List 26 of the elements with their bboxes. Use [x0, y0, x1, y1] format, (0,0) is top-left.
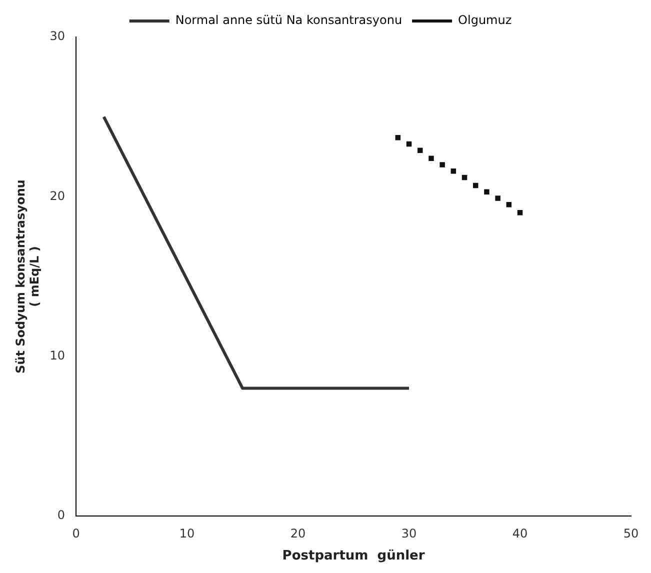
point: [495, 196, 500, 201]
point: [473, 182, 478, 188]
x-tick-label: 10: [179, 526, 195, 540]
point: [395, 134, 401, 140]
y-axis-title: Süt Sodyum konsantrasyonu ( mEq/L ): [13, 180, 42, 374]
point: [506, 202, 512, 208]
x-tick-label: 20: [290, 526, 306, 540]
y-tick-label: 0: [57, 508, 66, 522]
legend-label: Normal anne sütü Na konsantrasyonu: [175, 13, 402, 28]
point: [517, 210, 523, 216]
y-tick-label: 10: [50, 348, 66, 362]
point: [428, 156, 434, 161]
x-tick-label: 50: [623, 526, 639, 540]
x-tick-label: 30: [401, 526, 417, 540]
legend-label: Olgumuz: [458, 13, 512, 28]
point: [418, 148, 423, 153]
x-tick-label: 0: [72, 526, 80, 540]
y-tick-label: 30: [50, 29, 66, 44]
point: [440, 162, 445, 168]
point: [450, 168, 456, 174]
y-tick-label: 20: [50, 188, 66, 203]
point: [462, 174, 468, 180]
point: [484, 189, 490, 194]
point: [406, 141, 412, 147]
x-tick-label: 40: [512, 526, 528, 540]
x-axis-title: Postpartum günler: [282, 548, 426, 564]
